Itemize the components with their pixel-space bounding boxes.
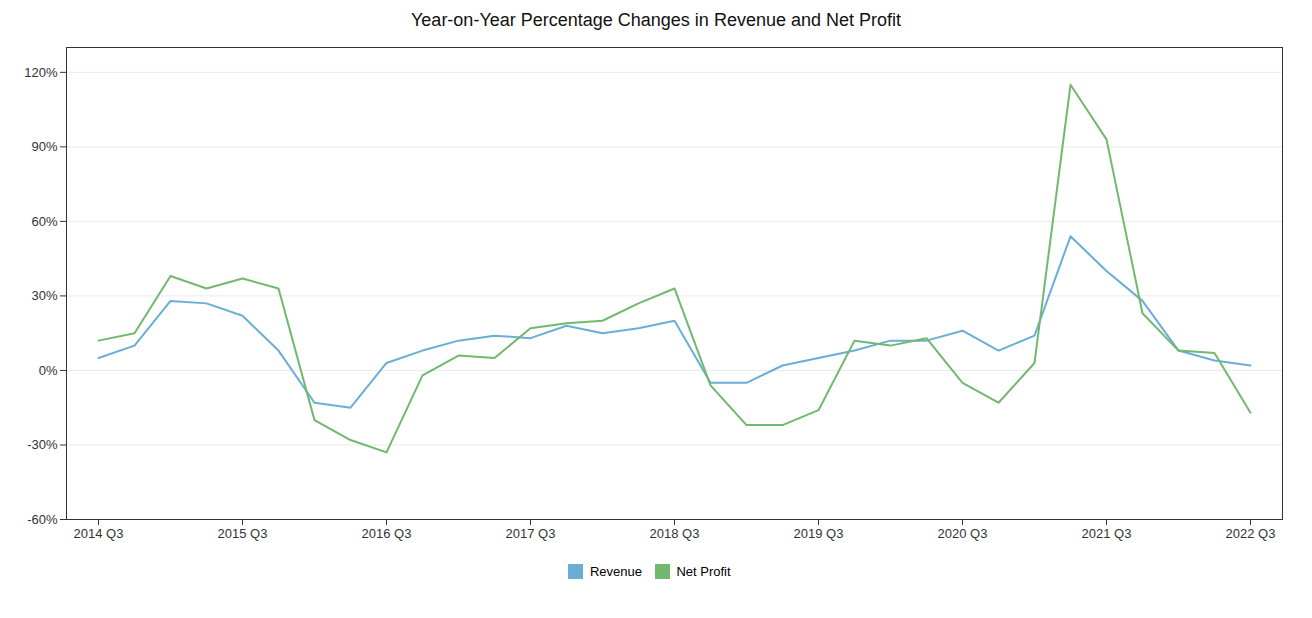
svg-text:90%: 90% (31, 139, 57, 154)
svg-text:2019 Q3: 2019 Q3 (794, 526, 844, 541)
svg-text:2014 Q3: 2014 Q3 (74, 526, 124, 541)
svg-text:2017 Q3: 2017 Q3 (506, 526, 556, 541)
svg-text:-30%: -30% (27, 437, 58, 452)
html-text:Net Profit: Net Profit (676, 564, 731, 579)
svg-text:2022 Q3: 2022 Q3 (1226, 526, 1276, 541)
svg-text:2015 Q3: 2015 Q3 (218, 526, 268, 541)
svg-text:120%: 120% (24, 65, 58, 80)
svg-text:60%: 60% (31, 214, 57, 229)
svg-text:2018 Q3: 2018 Q3 (650, 526, 700, 541)
svg-text:2021 Q3: 2021 Q3 (1082, 526, 1132, 541)
svg-text:30%: 30% (31, 288, 57, 303)
svg-text:2016 Q3: 2016 Q3 (362, 526, 412, 541)
html-text:Year-on-Year Percentage Change: Year-on-Year Percentage Changes in Reven… (411, 10, 901, 30)
svg-text:0%: 0% (39, 363, 58, 378)
svg-text:2020 Q3: 2020 Q3 (938, 526, 988, 541)
svg-text:-60%: -60% (27, 512, 58, 527)
html-text:Revenue: Revenue (589, 564, 642, 579)
